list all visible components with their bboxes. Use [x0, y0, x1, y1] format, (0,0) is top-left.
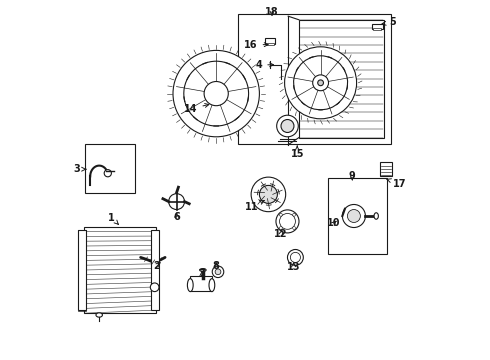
- Text: 8: 8: [213, 261, 220, 271]
- Circle shape: [251, 177, 286, 212]
- Bar: [84, 227, 156, 313]
- Text: 14: 14: [184, 104, 209, 114]
- Text: 16: 16: [244, 40, 268, 50]
- Bar: [372, 24, 383, 29]
- Circle shape: [204, 81, 228, 106]
- Bar: [85, 144, 135, 193]
- Ellipse shape: [96, 313, 102, 317]
- Text: 17: 17: [387, 179, 406, 189]
- Circle shape: [207, 84, 226, 103]
- Circle shape: [213, 90, 220, 97]
- Circle shape: [343, 204, 366, 228]
- Circle shape: [313, 75, 328, 91]
- Text: 10: 10: [327, 218, 341, 228]
- Bar: [238, 14, 391, 144]
- Circle shape: [288, 249, 303, 265]
- Circle shape: [169, 194, 185, 210]
- Text: 13: 13: [287, 262, 300, 272]
- Circle shape: [279, 213, 282, 216]
- Bar: [190, 276, 212, 291]
- Text: 3: 3: [74, 164, 86, 174]
- Circle shape: [318, 80, 323, 86]
- Bar: [265, 38, 275, 44]
- Text: 1: 1: [108, 213, 118, 224]
- Text: 15: 15: [291, 146, 304, 159]
- Text: 5: 5: [382, 17, 396, 27]
- Ellipse shape: [209, 279, 215, 292]
- Circle shape: [104, 170, 111, 177]
- Circle shape: [281, 120, 294, 132]
- Text: 18: 18: [265, 6, 279, 17]
- Circle shape: [215, 269, 221, 275]
- Ellipse shape: [187, 279, 193, 292]
- Bar: [380, 162, 392, 176]
- Circle shape: [279, 226, 282, 229]
- Circle shape: [293, 226, 295, 229]
- Text: 11: 11: [245, 201, 264, 212]
- Circle shape: [276, 210, 299, 233]
- Circle shape: [293, 213, 295, 216]
- Circle shape: [347, 210, 360, 222]
- Bar: [373, 28, 381, 30]
- Text: 12: 12: [274, 229, 288, 239]
- Circle shape: [285, 47, 357, 119]
- Text: 4: 4: [255, 60, 273, 70]
- Circle shape: [277, 115, 298, 137]
- Circle shape: [259, 185, 277, 203]
- Bar: [299, 20, 384, 138]
- Text: 2: 2: [153, 261, 160, 271]
- Bar: [328, 178, 387, 254]
- Circle shape: [280, 213, 295, 229]
- Bar: [151, 230, 159, 310]
- Ellipse shape: [374, 213, 378, 219]
- Circle shape: [173, 50, 259, 137]
- Bar: [77, 230, 86, 310]
- Text: 6: 6: [173, 212, 180, 222]
- Circle shape: [291, 252, 300, 262]
- Text: 7: 7: [198, 269, 205, 279]
- Bar: [266, 43, 274, 45]
- Circle shape: [150, 283, 159, 292]
- Circle shape: [212, 266, 224, 278]
- Text: 9: 9: [349, 171, 356, 181]
- Ellipse shape: [199, 269, 206, 271]
